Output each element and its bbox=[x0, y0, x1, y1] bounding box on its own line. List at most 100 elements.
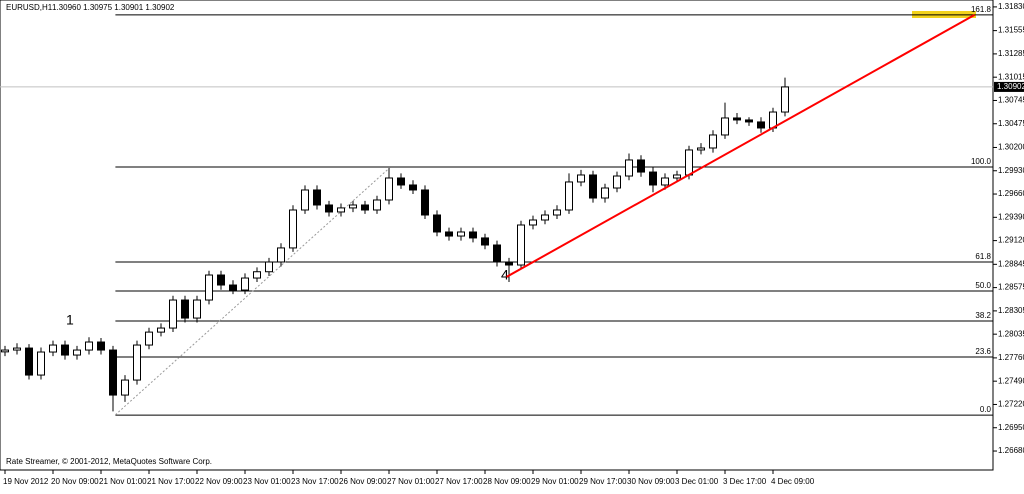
x-tick-label: 26 Nov 09:00 bbox=[339, 477, 387, 486]
y-tick-label: 1.27220 bbox=[998, 400, 1024, 409]
candle-body bbox=[361, 204, 369, 211]
fib-label: 100.0 bbox=[971, 157, 992, 166]
y-tick-label: 1.28035 bbox=[998, 329, 1024, 338]
candle-body bbox=[265, 261, 273, 273]
plot-frame bbox=[0, 0, 994, 471]
y-tick-label: 1.30200 bbox=[998, 143, 1024, 152]
candle-body bbox=[421, 189, 429, 216]
candle-body bbox=[205, 274, 213, 301]
candle-body bbox=[169, 299, 177, 329]
candle-body bbox=[337, 207, 345, 213]
candle-body bbox=[433, 214, 441, 233]
x-tick-label: 4 Dec 09:00 bbox=[771, 477, 815, 486]
candle-body bbox=[253, 271, 261, 279]
candle-body bbox=[469, 231, 477, 239]
x-tick-label: 30 Nov 09:00 bbox=[627, 477, 675, 486]
x-tick-label: 29 Nov 01:00 bbox=[531, 477, 579, 486]
candle-body bbox=[445, 231, 453, 237]
candle-body bbox=[49, 344, 57, 353]
candle-body bbox=[721, 117, 729, 136]
candle-body bbox=[685, 149, 693, 176]
candle-body bbox=[397, 177, 405, 186]
x-tick-label: 3 Dec 17:00 bbox=[723, 477, 767, 486]
y-tick-label: 1.28575 bbox=[998, 283, 1024, 292]
current-price-label: 1.30902 bbox=[997, 82, 1024, 91]
fib-label: 161.8 bbox=[971, 5, 992, 14]
candle-body bbox=[133, 344, 141, 381]
fib-label: 23.6 bbox=[975, 347, 991, 356]
candle-body bbox=[289, 209, 297, 249]
candle-body bbox=[733, 117, 741, 121]
y-tick-label: 1.27490 bbox=[998, 376, 1024, 385]
chart-title: EURUSD,H1 bbox=[6, 3, 53, 12]
candle-body bbox=[757, 121, 765, 129]
x-tick-label: 21 Nov 17:00 bbox=[147, 477, 195, 486]
candle-body bbox=[517, 224, 525, 266]
candle-body bbox=[145, 331, 153, 346]
candle-body bbox=[349, 204, 357, 209]
fib-label: 38.2 bbox=[975, 311, 991, 320]
candle-body bbox=[229, 284, 237, 291]
candle-body bbox=[745, 119, 753, 123]
candle-body bbox=[85, 341, 93, 351]
candle-body bbox=[385, 177, 393, 201]
candle-body bbox=[277, 247, 285, 263]
candle-body bbox=[505, 261, 513, 266]
fib-label: 50.0 bbox=[975, 281, 991, 290]
x-tick-label: 28 Nov 09:00 bbox=[483, 477, 531, 486]
chart-subtitle: 1.30960 1.30975 1.30901 1.30902 bbox=[52, 3, 175, 12]
candle-body bbox=[601, 187, 609, 199]
y-tick-label: 1.26680 bbox=[998, 446, 1024, 455]
y-tick-label: 1.30745 bbox=[998, 96, 1024, 105]
fib-label: 61.8 bbox=[975, 252, 991, 261]
candle-body bbox=[109, 349, 117, 396]
x-tick-label: 3 Dec 01:00 bbox=[675, 477, 719, 486]
y-tick-label: 1.31830 bbox=[998, 2, 1024, 11]
candle-body bbox=[121, 379, 129, 396]
y-tick-label: 1.31015 bbox=[998, 72, 1024, 81]
annotation: 1 bbox=[66, 312, 74, 328]
candle-body bbox=[661, 177, 669, 186]
candle-body bbox=[529, 219, 537, 226]
candle-body bbox=[673, 174, 681, 179]
y-tick-label: 1.31285 bbox=[998, 49, 1024, 58]
candle-body bbox=[613, 175, 621, 189]
candle-body bbox=[61, 344, 69, 356]
annotation: 4 bbox=[501, 267, 509, 283]
trendline bbox=[506, 14, 976, 278]
candle-body bbox=[97, 341, 105, 351]
y-tick-label: 1.30475 bbox=[998, 119, 1024, 128]
x-tick-label: 29 Nov 17:00 bbox=[579, 477, 627, 486]
candle-body bbox=[37, 351, 45, 376]
candle-body bbox=[241, 277, 249, 291]
candle-body bbox=[553, 209, 561, 216]
fib-label: 0.0 bbox=[980, 405, 992, 414]
candle-body bbox=[457, 231, 465, 237]
candle-body bbox=[13, 347, 21, 351]
candle-body bbox=[709, 134, 717, 149]
candle-body bbox=[193, 299, 201, 319]
x-tick-label: 23 Nov 17:00 bbox=[291, 477, 339, 486]
candle-body bbox=[25, 347, 33, 376]
x-tick-label: 23 Nov 01:00 bbox=[243, 477, 291, 486]
candle-body bbox=[565, 181, 573, 211]
y-tick-label: 1.29120 bbox=[998, 236, 1024, 245]
candle-body bbox=[625, 159, 633, 177]
candle-body bbox=[181, 299, 189, 319]
candle-body bbox=[577, 174, 585, 183]
candle-body bbox=[697, 147, 705, 151]
candle-body bbox=[157, 327, 165, 333]
candle-body bbox=[541, 214, 549, 221]
candle-body bbox=[493, 244, 501, 263]
candle-body bbox=[637, 159, 645, 173]
x-tick-label: 20 Nov 09:00 bbox=[51, 477, 99, 486]
candle-body bbox=[589, 174, 597, 199]
candle-body bbox=[649, 171, 657, 186]
candle-body bbox=[217, 274, 225, 286]
x-tick-label: 22 Nov 09:00 bbox=[195, 477, 243, 486]
y-tick-label: 1.27760 bbox=[998, 353, 1024, 362]
candle-body bbox=[73, 349, 81, 356]
candle-body bbox=[373, 199, 381, 211]
